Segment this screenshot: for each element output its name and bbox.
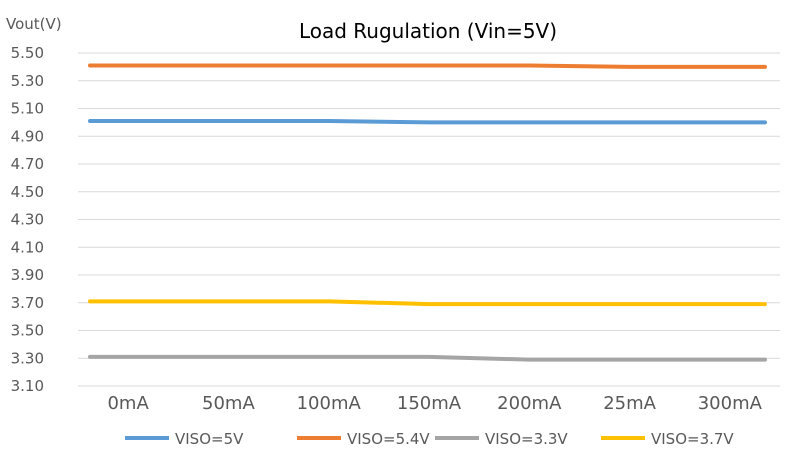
legend-label: VISO=5.4V [347, 430, 430, 448]
series-line-0 [88, 118, 767, 125]
x-tick-label: 300mA [698, 393, 763, 414]
y-tick-label: 5.10 [11, 100, 44, 118]
y-tick-label: 4.90 [11, 127, 44, 145]
y-tick-label: 4.70 [11, 155, 44, 173]
y-tick-label: 4.10 [11, 238, 44, 256]
series-line-3 [88, 299, 767, 307]
y-tick-label: 3.50 [11, 322, 44, 340]
y-axis-ticks: 5.50 5.30 5.10 4.90 4.70 4.50 4.30 4.10 3.90 3.70… [11, 44, 44, 395]
x-tick-label: 50mA [202, 393, 255, 414]
series-line-1 [88, 63, 767, 69]
x-tick-label: 100mA [297, 393, 362, 414]
y-tick-label: 3.90 [11, 266, 44, 284]
chart-title: Load Rugulation (Vin=5V) [299, 19, 557, 43]
y-tick-label: 5.50 [11, 44, 44, 62]
legend-label: VISO=3.7V [651, 430, 734, 448]
x-tick-label: 150mA [397, 393, 462, 414]
y-tick-label: 4.50 [11, 183, 44, 201]
series-lines [88, 63, 767, 362]
legend-label: VISO=5V [175, 430, 244, 448]
y-tick-label: 3.70 [11, 294, 44, 312]
series-line-2 [88, 354, 767, 362]
x-axis-ticks: 0mA 50mA 100mA 150mA 200mA 25mA 300mA [107, 393, 762, 414]
x-tick-label: 0mA [107, 393, 149, 414]
gridlines [78, 52, 780, 387]
y-tick-label: 5.30 [11, 72, 44, 90]
y-tick-label: 3.30 [11, 349, 44, 367]
x-tick-label: 25mA [603, 393, 656, 414]
y-tick-label: 4.30 [11, 211, 44, 229]
legend-label: VISO=3.3V [485, 430, 568, 448]
legend: VISO=5V VISO=5.4V VISO=3.3V VISO=3.7V [125, 430, 734, 448]
y-tick-label: 3.10 [11, 377, 44, 395]
x-tick-label: 200mA [497, 393, 562, 414]
y-axis-label: Vout(V) [6, 15, 62, 33]
